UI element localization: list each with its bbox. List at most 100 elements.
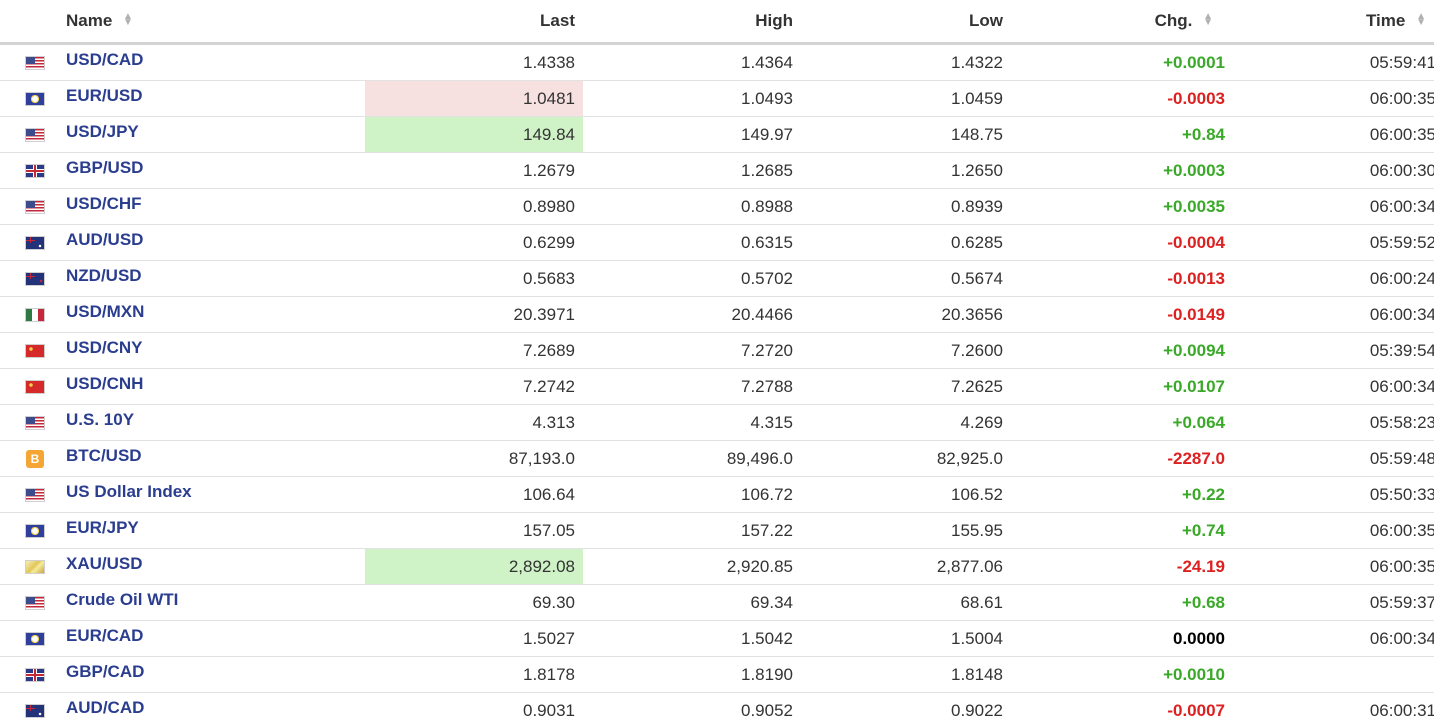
- gold-icon: [25, 560, 45, 575]
- instrument-link[interactable]: EUR/CAD: [66, 625, 144, 645]
- table-row[interactable]: GBP/USD 1.2679 1.2685 1.2650 +0.0003 06:…: [0, 152, 1434, 189]
- instrument-link[interactable]: USD/CHF: [66, 193, 142, 213]
- table-row[interactable]: AUD/USD 0.6299 0.6315 0.6285 -0.0004 05:…: [0, 224, 1434, 261]
- table-row[interactable]: USD/MXN 20.3971 20.4466 20.3656 -0.0149 …: [0, 296, 1434, 333]
- header-name-label: Name: [66, 11, 113, 30]
- instrument-link[interactable]: XAU/USD: [66, 553, 143, 573]
- change-cell: -24.19: [1003, 548, 1227, 585]
- last-price-cell: 1.4338: [365, 43, 583, 81]
- sort-icon[interactable]: ▲ ▼: [1203, 10, 1213, 28]
- table-row[interactable]: B BTC/USD 87,193.0 89,496.0 82,925.0 -22…: [0, 440, 1434, 477]
- change-cell: 0.0000: [1003, 620, 1227, 657]
- table-row[interactable]: AUD/CAD 0.9031 0.9052 0.9022 -0.0007 06:…: [0, 692, 1434, 721]
- instrument-link[interactable]: U.S. 10Y: [66, 409, 135, 429]
- instrument-link[interactable]: NZD/USD: [66, 265, 142, 285]
- table-row[interactable]: NZD/USD 0.5683 0.5702 0.5674 -0.0013 06:…: [0, 260, 1434, 297]
- mx-flag: [25, 308, 45, 323]
- table-row[interactable]: USD/CNH 7.2742 7.2788 7.2625 +0.0107 06:…: [0, 368, 1434, 405]
- instrument-link[interactable]: USD/MXN: [66, 301, 145, 321]
- instrument-link[interactable]: USD/CNH: [66, 373, 144, 393]
- us-flag: [25, 416, 45, 431]
- change-cell: +0.0094: [1003, 332, 1227, 369]
- low-price-cell: 1.8148: [793, 656, 1003, 693]
- us-flag: [25, 488, 45, 503]
- table-row[interactable]: XAU/USD 2,892.08 2,920.85 2,877.06 -24.1…: [0, 548, 1434, 585]
- table-row[interactable]: EUR/JPY 157.05 157.22 155.95 +0.74 06:00…: [0, 512, 1434, 549]
- low-price-cell: 0.6285: [793, 224, 1003, 261]
- time-cell: 05:59:48: [1227, 440, 1434, 477]
- au-flag: [25, 704, 45, 719]
- table-header: Name ▲ ▼ Last High Low Chg. ▲ ▼ Time ▲ ▼: [0, 0, 1434, 45]
- time-cell: 06:00:24: [1227, 260, 1434, 297]
- instrument-link[interactable]: AUD/CAD: [66, 697, 145, 717]
- high-price-cell: 1.4364: [583, 43, 793, 81]
- us-flag: [25, 56, 45, 71]
- instrument-link[interactable]: EUR/USD: [66, 85, 143, 105]
- name-cell: USD/CHF: [60, 188, 365, 225]
- instrument-link[interactable]: BTC/USD: [66, 445, 142, 465]
- last-price-cell: 157.05: [365, 512, 583, 549]
- table-row[interactable]: EUR/USD 1.0481 1.0493 1.0459 -0.0003 06:…: [0, 80, 1434, 117]
- name-cell: U.S. 10Y: [60, 404, 365, 441]
- last-price-cell: 87,193.0: [365, 440, 583, 477]
- time-cell: 06:00:31: [1227, 692, 1434, 721]
- last-price-cell: 106.64: [365, 476, 583, 513]
- header-time[interactable]: Time ▲ ▼: [1227, 0, 1434, 45]
- instrument-link[interactable]: USD/CNY: [66, 337, 143, 357]
- name-cell: GBP/USD: [60, 152, 365, 189]
- last-price-cell: 0.5683: [365, 260, 583, 297]
- table-row[interactable]: USD/CNY 7.2689 7.2720 7.2600 +0.0094 05:…: [0, 332, 1434, 369]
- high-price-cell: 0.5702: [583, 260, 793, 297]
- header-low: Low: [793, 0, 1003, 45]
- high-price-cell: 157.22: [583, 512, 793, 549]
- instrument-link[interactable]: USD/CAD: [66, 49, 144, 69]
- change-cell: +0.68: [1003, 584, 1227, 621]
- time-cell: 06:00:34: [1227, 296, 1434, 333]
- instrument-link[interactable]: USD/JPY: [66, 121, 139, 141]
- change-cell: +0.0010: [1003, 656, 1227, 693]
- table-row[interactable]: USD/JPY 149.84 149.97 148.75 +0.84 06:00…: [0, 116, 1434, 153]
- header-chg[interactable]: Chg. ▲ ▼: [1003, 0, 1227, 45]
- table-row[interactable]: USD/CAD 1.4338 1.4364 1.4322 +0.0001 05:…: [0, 43, 1434, 81]
- sort-icon[interactable]: ▲ ▼: [123, 10, 133, 28]
- header-name[interactable]: Name ▲ ▼: [60, 0, 365, 45]
- instrument-link[interactable]: GBP/USD: [66, 157, 144, 177]
- high-price-cell: 106.72: [583, 476, 793, 513]
- table-row[interactable]: Crude Oil WTI 69.30 69.34 68.61 +0.68 05…: [0, 584, 1434, 621]
- sort-icon[interactable]: ▲ ▼: [1416, 10, 1426, 28]
- name-cell: US Dollar Index: [60, 476, 365, 513]
- change-cell: +0.064: [1003, 404, 1227, 441]
- name-cell: XAU/USD: [60, 548, 365, 585]
- instrument-link[interactable]: GBP/CAD: [66, 661, 145, 681]
- flag-cell: [0, 80, 60, 117]
- instrument-link[interactable]: Crude Oil WTI: [66, 589, 179, 609]
- high-price-cell: 0.8988: [583, 188, 793, 225]
- header-high-label: High: [755, 11, 793, 30]
- table-row[interactable]: EUR/CAD 1.5027 1.5042 1.5004 0.0000 06:0…: [0, 620, 1434, 657]
- table-row[interactable]: US Dollar Index 106.64 106.72 106.52 +0.…: [0, 476, 1434, 513]
- last-price-cell: 149.84: [365, 116, 583, 153]
- flag-cell: [0, 332, 60, 369]
- low-price-cell: 0.8939: [793, 188, 1003, 225]
- name-cell: USD/CNH: [60, 368, 365, 405]
- flag-cell: [0, 368, 60, 405]
- header-row: Name ▲ ▼ Last High Low Chg. ▲ ▼ Time ▲ ▼: [0, 0, 1434, 45]
- change-cell: -0.0013: [1003, 260, 1227, 297]
- change-cell: -2287.0: [1003, 440, 1227, 477]
- instrument-link[interactable]: AUD/USD: [66, 229, 144, 249]
- low-price-cell: 1.5004: [793, 620, 1003, 657]
- instrument-link[interactable]: EUR/JPY: [66, 517, 139, 537]
- table-row[interactable]: U.S. 10Y 4.313 4.315 4.269 +0.064 05:58:…: [0, 404, 1434, 441]
- last-price-cell: 1.5027: [365, 620, 583, 657]
- instrument-link[interactable]: US Dollar Index: [66, 481, 192, 501]
- last-price-cell: 69.30: [365, 584, 583, 621]
- eu-flag: [25, 632, 45, 647]
- low-price-cell: 106.52: [793, 476, 1003, 513]
- table-row[interactable]: GBP/CAD 1.8178 1.8190 1.8148 +0.0010: [0, 656, 1434, 693]
- time-cell: 05:59:52: [1227, 224, 1434, 261]
- low-price-cell: 20.3656: [793, 296, 1003, 333]
- time-cell: 05:59:41: [1227, 43, 1434, 81]
- low-price-cell: 0.5674: [793, 260, 1003, 297]
- table-row[interactable]: USD/CHF 0.8980 0.8988 0.8939 +0.0035 06:…: [0, 188, 1434, 225]
